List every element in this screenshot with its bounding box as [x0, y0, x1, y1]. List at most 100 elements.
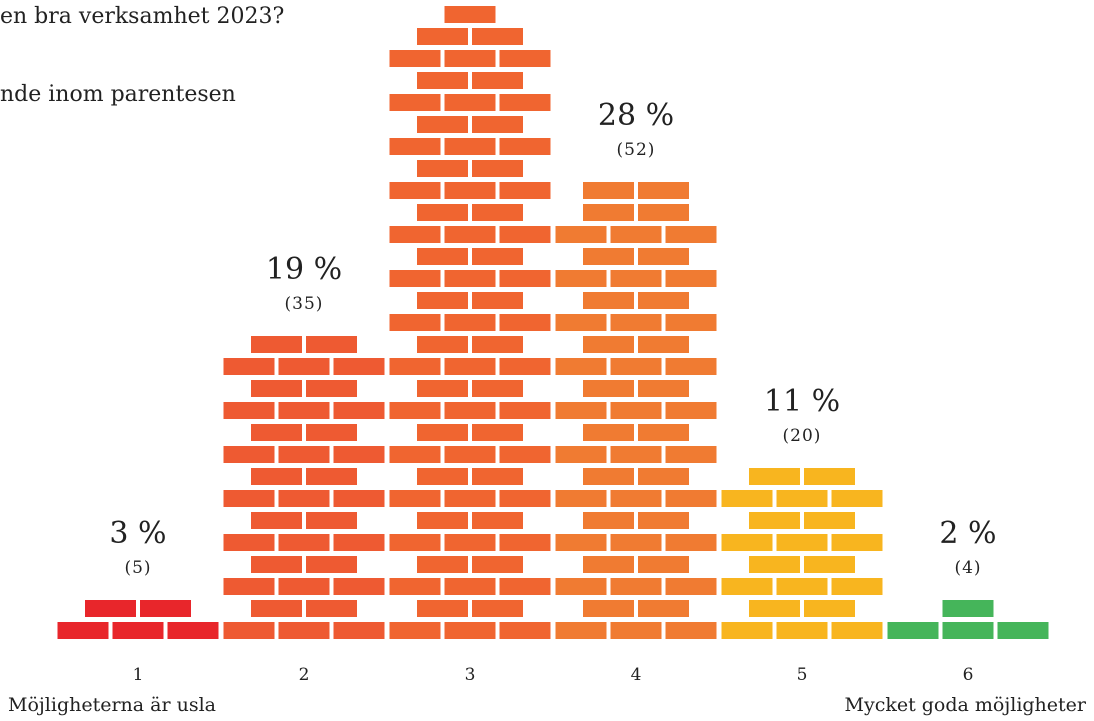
brick	[583, 248, 634, 265]
brick	[499, 402, 551, 419]
brick	[610, 534, 662, 551]
brick	[472, 116, 523, 133]
brick	[776, 578, 828, 595]
column-6	[887, 600, 1049, 639]
scale-tick-4: 4	[631, 665, 642, 685]
brick	[499, 622, 551, 639]
brick	[389, 138, 441, 155]
brick	[251, 512, 302, 529]
brick	[749, 468, 800, 485]
column-2	[223, 336, 385, 639]
brick	[417, 204, 468, 221]
brick	[583, 468, 634, 485]
scale-tick-6: 6	[963, 665, 974, 685]
brick	[444, 94, 496, 111]
brick	[638, 182, 689, 199]
brick	[389, 578, 441, 595]
brick	[499, 534, 551, 551]
brick	[583, 424, 634, 441]
brick	[638, 248, 689, 265]
brick	[499, 226, 551, 243]
brick	[306, 468, 357, 485]
brick	[638, 204, 689, 221]
brick	[306, 380, 357, 397]
brick	[499, 314, 551, 331]
brick	[610, 578, 662, 595]
brick	[417, 380, 468, 397]
column-5	[721, 468, 883, 639]
brick	[444, 270, 496, 287]
brick	[389, 314, 441, 331]
column-3	[389, 6, 551, 639]
brick	[776, 622, 828, 639]
brick	[749, 600, 800, 617]
brick	[610, 402, 662, 419]
brick	[665, 314, 717, 331]
count-label: (20)	[783, 426, 822, 446]
brick	[610, 314, 662, 331]
brick	[583, 600, 634, 617]
brick	[499, 182, 551, 199]
brick	[472, 160, 523, 177]
brick	[223, 490, 275, 507]
brick	[665, 622, 717, 639]
brick	[887, 622, 939, 639]
scale-tick-2: 2	[299, 665, 310, 685]
brick	[638, 424, 689, 441]
brick	[610, 446, 662, 463]
brick	[555, 226, 607, 243]
brick	[555, 402, 607, 419]
brick	[665, 534, 717, 551]
brick	[665, 490, 717, 507]
scale-label-high: Mycket goda möjligheter	[844, 694, 1087, 716]
brick	[417, 292, 468, 309]
brick	[831, 578, 883, 595]
brick	[472, 336, 523, 353]
brick	[804, 468, 855, 485]
brick	[638, 292, 689, 309]
question-text: en bra verksamhet 2023?	[0, 4, 285, 29]
brick	[721, 490, 773, 507]
brick	[444, 182, 496, 199]
brick	[804, 600, 855, 617]
brick	[555, 446, 607, 463]
brick	[278, 402, 330, 419]
brick	[610, 358, 662, 375]
brick	[306, 424, 357, 441]
brick	[499, 490, 551, 507]
brick	[555, 270, 607, 287]
brick	[417, 512, 468, 529]
brick	[444, 226, 496, 243]
brick	[223, 446, 275, 463]
brick	[804, 556, 855, 573]
brick	[389, 446, 441, 463]
brick	[417, 336, 468, 353]
brick	[831, 490, 883, 507]
column-1	[57, 600, 219, 639]
brick	[472, 600, 523, 617]
scale-tick-5: 5	[797, 665, 808, 685]
brick	[583, 204, 634, 221]
brick	[251, 380, 302, 397]
brick	[278, 534, 330, 551]
brick	[444, 50, 496, 67]
brick	[610, 226, 662, 243]
brick	[638, 512, 689, 529]
brick	[472, 468, 523, 485]
brick	[721, 578, 773, 595]
brick	[389, 270, 441, 287]
brick	[499, 50, 551, 67]
brick	[444, 402, 496, 419]
brick	[610, 490, 662, 507]
brick	[278, 358, 330, 375]
brick	[583, 336, 634, 353]
brick	[444, 446, 496, 463]
brick	[444, 314, 496, 331]
brick	[167, 622, 219, 639]
brick	[638, 600, 689, 617]
brick	[721, 622, 773, 639]
brick	[444, 622, 496, 639]
brick	[417, 600, 468, 617]
brick	[472, 424, 523, 441]
